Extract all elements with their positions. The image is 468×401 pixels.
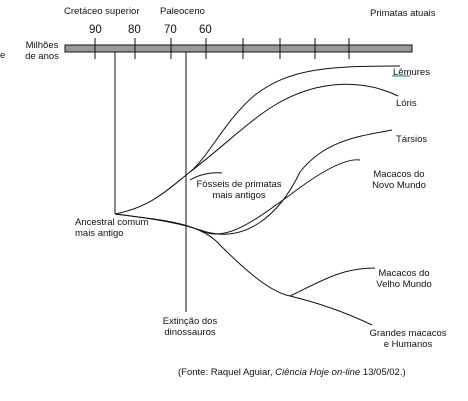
period-cretaceous: Cretáceo superior [64,6,140,17]
axis-label-line1: Milhões [25,40,59,51]
axis-label: Milhões de anos [20,40,64,62]
timebar-ticks [94,38,350,59]
branch-loris [189,83,399,173]
group-old-world-monkeys: Macacos do Velho Mundo [370,268,438,290]
branches [114,65,401,326]
period-paleocene: Paleoceno [160,6,205,17]
group-old-world-line1: Macacos do [378,268,430,279]
tick-label: 60 [199,24,212,36]
tick-label: 80 [128,24,141,36]
ancestor-label: Ancestral comum mais antigo [75,217,148,239]
timebar [64,44,413,53]
branch-fossils [189,172,223,181]
branch-old-world [114,213,376,297]
fossils-label-line2: mais antigos [212,190,266,201]
branch-new-world [199,159,361,235]
tick-label: 70 [164,24,177,36]
group-new-world-monkeys: Macacos do Novo Mundo [365,169,433,191]
source-prefix: (Fonte: Raquel Aguiar, [178,367,276,378]
extinction-label: Extinção dos dinossauros [155,316,225,338]
edge-mark: e [0,50,6,61]
extinction-label-line2: dinossauros [164,327,216,338]
source-journal: Ciência Hoje on-line [275,367,361,378]
branch-apes [289,295,373,326]
axis-label-line2: de anos [25,51,59,62]
group-tarsiers: Társios [396,134,428,145]
group-lemurs: Lêmures [393,67,430,78]
group-old-world-line2: Velho Mundo [376,279,432,290]
period-current-primates: Primatas atuais [370,8,436,19]
group-loris: Lóris [396,98,417,109]
source-citation: (Fonte: Raquel Aguiar, Ciência Hoje on-l… [178,367,406,378]
group-new-world-line1: Macacos do [373,169,425,180]
group-great-apes-humans: Grandes macacos e Humanos [363,328,453,350]
extinction-label-line1: Extinção dos [162,316,218,327]
branch-lemurs [114,65,401,215]
group-new-world-line2: Novo Mundo [372,180,426,191]
group-apes-line1: Grandes macacos [369,328,447,339]
group-apes-line2: e Humanos [383,339,433,350]
tick-label: 90 [89,24,102,36]
fossils-label: Fósseis de primatas mais antigos [190,179,288,201]
fossils-label-line1: Fósseis de primatas [196,179,282,190]
source-suffix: 13/05/02.) [360,367,406,378]
ancestor-label-line2: mais antigo [75,228,124,239]
ancestor-label-line1: Ancestral comum [75,217,149,228]
